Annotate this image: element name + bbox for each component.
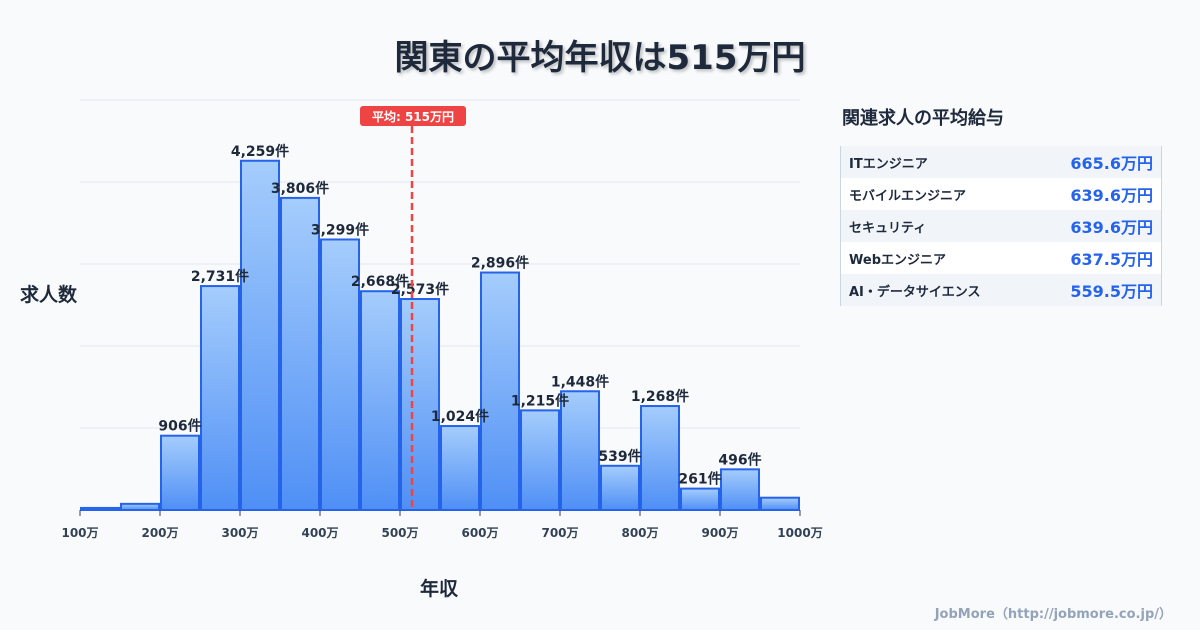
bar <box>520 409 560 511</box>
bar-data-label: 906件 <box>158 418 201 435</box>
histogram: 100万 200万 300万 400万 500万 600万 700万 800万 900万 1000… <box>61 99 823 540</box>
bar-data-label: 2,668件 <box>351 273 409 290</box>
bar <box>720 468 760 512</box>
x-tick-label: 200万 <box>141 526 178 540</box>
bar <box>160 434 200 512</box>
x-tick-label: 800万 <box>621 526 658 540</box>
bar-data-label: 3,299件 <box>311 221 369 238</box>
related-salary-list: ITエンジニア 665.6万円 モバイルエンジニア 639.6万円 セキュリティ 63… <box>840 146 1162 306</box>
job-label: ITエンジニア <box>849 156 928 172</box>
footer-credit: JobMore（http://jobmore.co.jp/） <box>934 607 1172 622</box>
bar-data-label: 3,806件 <box>271 180 329 197</box>
x-tick-label: 900万 <box>701 526 738 540</box>
bar-data-label: 2,573件 <box>391 281 449 298</box>
bar-data-label: 1,268件 <box>631 388 689 405</box>
related-salary-title: 関連求人の平均給与 <box>842 108 1004 129</box>
bar <box>680 487 720 511</box>
x-axis-label: 年収 <box>420 578 459 600</box>
bar-data-label: 4,259件 <box>231 143 289 160</box>
mean-label-badge <box>360 106 466 126</box>
bar <box>240 159 280 511</box>
list-item: Webエンジニア 637.5万円 <box>841 242 1161 274</box>
x-tick-label: 700万 <box>541 526 578 540</box>
salary-value: 639.6万円 <box>1070 186 1153 205</box>
bar-data-label: 496件 <box>718 451 761 468</box>
salary-value: 559.5万円 <box>1070 282 1153 301</box>
bar <box>200 285 240 512</box>
x-tick-label: 600万 <box>461 526 498 540</box>
list-item: AI・データサイエンス 559.5万円 <box>841 274 1161 306</box>
job-label: Webエンジニア <box>849 252 946 268</box>
salary-value: 637.5万円 <box>1070 250 1153 269</box>
bar <box>400 298 440 511</box>
bar <box>760 496 800 512</box>
bar <box>600 464 640 511</box>
job-label: モバイルエンジニア <box>849 188 967 204</box>
bar <box>480 271 520 512</box>
list-item: セキュリティ 639.6万円 <box>841 210 1161 242</box>
bar-data-label: 1,448件 <box>551 373 609 390</box>
x-tick-label: 100万 <box>61 526 98 540</box>
salary-value: 665.6万円 <box>1070 154 1153 173</box>
bar-data-label: 2,896件 <box>471 255 529 272</box>
x-tick-label: 400万 <box>301 526 338 540</box>
x-tick-label: 500万 <box>381 526 418 540</box>
job-label: セキュリティ <box>849 220 927 236</box>
x-tick-label: 300万 <box>221 526 258 540</box>
bar <box>440 425 480 512</box>
bar <box>320 238 360 511</box>
job-label: AI・データサイエンス <box>849 284 981 300</box>
bar <box>280 196 320 512</box>
bar <box>120 502 160 512</box>
bar <box>640 405 680 511</box>
list-item: ITエンジニア 665.6万円 <box>841 146 1161 178</box>
bar-data-label: 1,024件 <box>431 408 489 425</box>
bar-data-label: 1,215件 <box>511 392 569 409</box>
x-tick-label: 1000万 <box>777 526 822 540</box>
bar <box>360 290 400 511</box>
chart-title: 関東の平均年収は515万円 <box>394 38 806 78</box>
bar <box>80 506 120 512</box>
mean-label: 平均: 515万円 <box>372 109 454 124</box>
bar-data-label: 2,731件 <box>191 268 249 285</box>
bar-data-label: 539件 <box>598 448 641 465</box>
salary-value: 639.6万円 <box>1070 218 1153 237</box>
y-axis-label: 求人数 <box>20 284 78 306</box>
bar <box>560 390 600 512</box>
list-item: モバイルエンジニア 639.6万円 <box>841 178 1161 210</box>
bar-data-label: 261件 <box>678 471 721 488</box>
